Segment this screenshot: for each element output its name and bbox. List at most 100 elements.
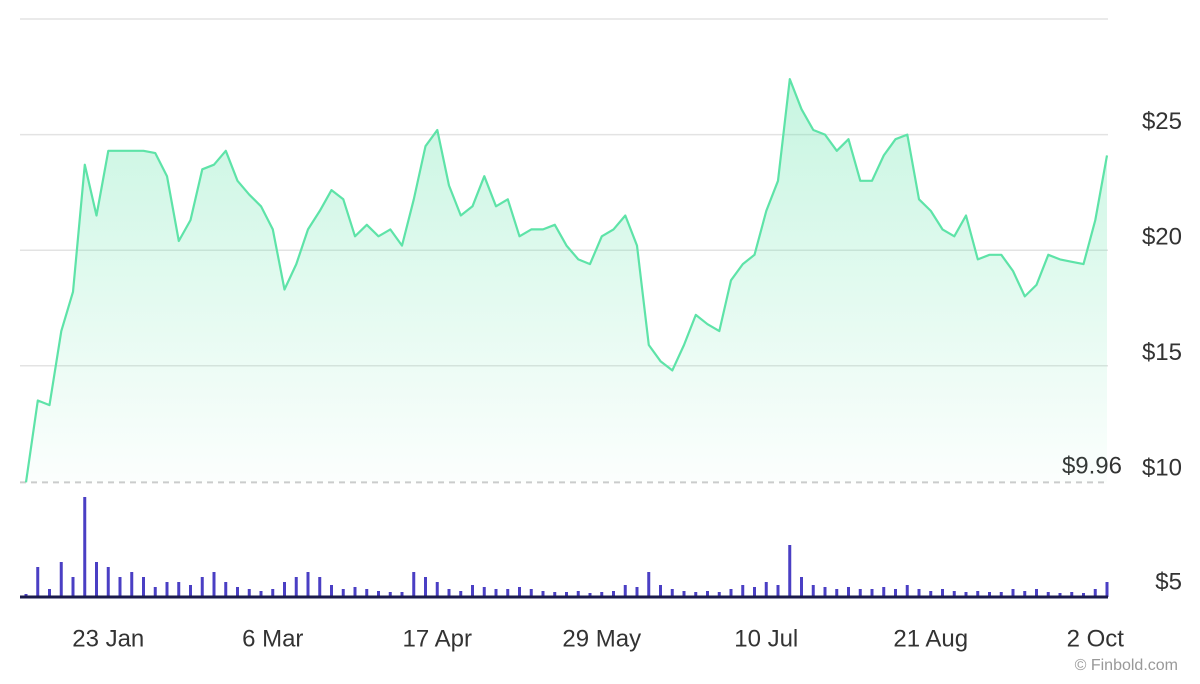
volume-bar xyxy=(506,589,510,597)
volume-bar xyxy=(330,585,333,597)
x-tick-label: 6 Mar xyxy=(242,625,303,652)
volume-bar xyxy=(294,577,298,597)
volume-bar xyxy=(106,567,110,597)
volume-bar xyxy=(153,587,157,597)
volume-bar xyxy=(999,592,1003,597)
volume-bar xyxy=(48,589,51,597)
volume-bar xyxy=(1082,593,1085,597)
y-tick-label: $10 xyxy=(1142,455,1182,482)
volume-bar xyxy=(459,591,463,597)
volume-bar xyxy=(1070,592,1074,597)
volume-bar xyxy=(858,589,862,597)
volume-bar xyxy=(847,587,850,597)
volume-bar xyxy=(412,572,416,597)
x-tick-label: 2 Oct xyxy=(1067,625,1125,652)
volume-bar xyxy=(1093,589,1097,597)
volume-bar xyxy=(670,589,674,597)
volume-bar xyxy=(529,589,533,597)
volume-bar xyxy=(271,589,275,597)
price-line xyxy=(24,78,1109,483)
volume-bar xyxy=(1058,593,1062,597)
volume-bar xyxy=(318,577,322,597)
volume-bar xyxy=(518,587,521,597)
volume-bar xyxy=(612,591,615,597)
volume-bar xyxy=(377,591,380,597)
volume-bar xyxy=(130,572,134,597)
volume-bar xyxy=(635,587,639,597)
volume-bar xyxy=(929,591,933,597)
volume-bar xyxy=(717,592,721,597)
volume-bar xyxy=(905,585,909,597)
x-tick-label: 17 Apr xyxy=(403,625,472,652)
area xyxy=(26,79,1107,483)
volume-bar xyxy=(729,589,733,597)
volume-bar xyxy=(659,585,662,597)
volume-bar xyxy=(247,589,251,597)
volume-bar xyxy=(200,577,204,597)
volume-bar xyxy=(212,572,216,597)
volume-bar xyxy=(189,585,192,597)
volume-bar xyxy=(682,591,686,597)
volume-bar xyxy=(870,589,874,597)
volume-bar xyxy=(576,591,580,597)
volume-bar xyxy=(236,587,239,597)
volume-bar xyxy=(424,577,427,597)
volume-bar xyxy=(600,592,604,597)
volume-bar xyxy=(142,577,145,597)
volume-bar xyxy=(788,545,792,597)
volume-bar xyxy=(764,582,768,597)
volume-bar xyxy=(835,589,839,597)
volume-bar xyxy=(353,587,357,597)
volume-bar xyxy=(800,577,803,597)
volume-bar xyxy=(283,582,286,597)
volume-bar xyxy=(1011,589,1015,597)
volume-bar xyxy=(224,582,228,597)
y-tick-label: $15 xyxy=(1142,339,1182,366)
volume-bar xyxy=(964,592,968,597)
volume-bar xyxy=(1105,582,1109,597)
volume-bar xyxy=(623,585,627,597)
volume-bar xyxy=(941,589,944,597)
volume-bar xyxy=(1023,591,1027,597)
volume-bar xyxy=(83,497,87,597)
volume-bar xyxy=(1046,592,1050,597)
volume-bar xyxy=(811,585,815,597)
volume-bar xyxy=(776,585,780,597)
volume-bar xyxy=(341,589,345,597)
volume-bar xyxy=(494,589,498,597)
volume-bar xyxy=(952,591,956,597)
volume-bar xyxy=(882,587,886,597)
volume-bar xyxy=(741,585,745,597)
volume-bar xyxy=(976,591,980,597)
x-tick-label: 10 Jul xyxy=(734,625,798,652)
x-tick-label: 23 Jan xyxy=(72,625,144,652)
volume-bar xyxy=(588,593,592,597)
x-tick-label: 21 Aug xyxy=(893,625,968,652)
y-tick-label: $5 xyxy=(1155,568,1182,595)
volume-bar xyxy=(988,592,991,597)
volume-bar xyxy=(95,562,98,597)
volume-bar xyxy=(471,585,474,597)
volume-bar xyxy=(435,582,439,597)
y-tick-label: $25 xyxy=(1142,108,1182,135)
y-tick-label: $20 xyxy=(1142,224,1182,251)
volume-bar xyxy=(388,592,392,597)
volume-bar xyxy=(565,592,568,597)
volume-bar xyxy=(36,567,40,597)
volume-bar xyxy=(894,589,897,597)
volume-bar xyxy=(553,592,557,597)
volume-bar xyxy=(71,577,75,597)
volume-bar xyxy=(165,582,169,597)
volume-bar xyxy=(823,587,827,597)
volume-bar xyxy=(177,582,181,597)
credit: © Finbold.com xyxy=(1075,657,1178,674)
volume-bar xyxy=(753,587,756,597)
volume-bar xyxy=(118,577,122,597)
volume-bar xyxy=(59,562,63,597)
volume-bar xyxy=(259,591,263,597)
volume-bar xyxy=(706,591,709,597)
volume-bar xyxy=(541,591,545,597)
volume-bar xyxy=(365,589,369,597)
volume-bar xyxy=(694,592,698,597)
